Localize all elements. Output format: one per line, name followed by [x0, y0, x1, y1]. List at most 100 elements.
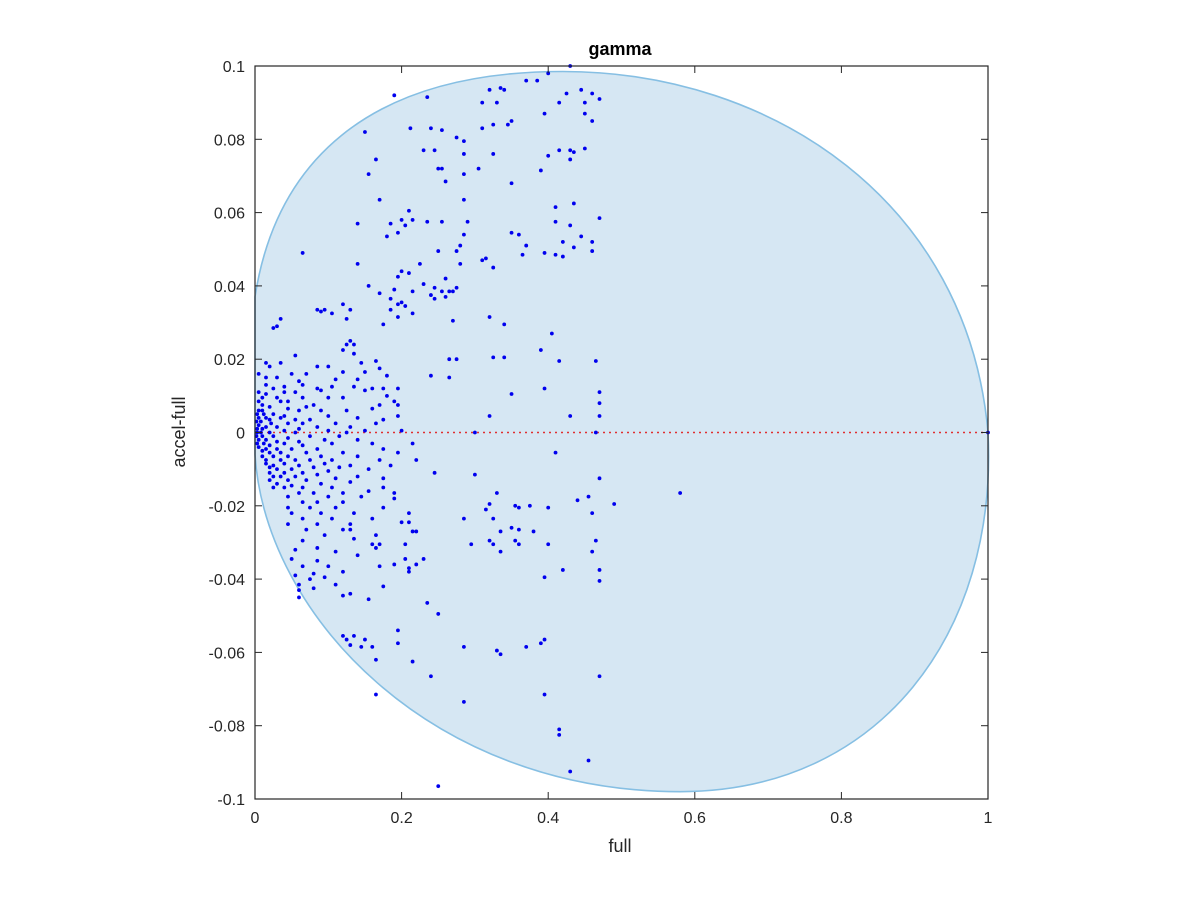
- data-point: [582, 100, 587, 105]
- data-point: [440, 128, 444, 133]
- data-point: [399, 218, 404, 222]
- data-point: [275, 447, 279, 451]
- data-point: [586, 758, 591, 763]
- data-point: [502, 87, 507, 92]
- data-point: [352, 634, 356, 638]
- data-point: [421, 557, 426, 561]
- data-point: [344, 316, 349, 321]
- data-point: [597, 674, 602, 679]
- data-point: [377, 366, 382, 371]
- data-point: [509, 230, 514, 235]
- data-point: [286, 399, 290, 404]
- data-point: [513, 538, 518, 543]
- data-point: [308, 417, 312, 422]
- data-point: [370, 645, 375, 649]
- y-tick-label: -0.02: [209, 499, 246, 516]
- data-point: [407, 511, 411, 516]
- data-point: [516, 505, 521, 510]
- data-point: [374, 657, 378, 662]
- data-point: [366, 172, 371, 177]
- data-point: [553, 252, 558, 257]
- data-point: [597, 476, 602, 481]
- data-point: [267, 450, 272, 455]
- data-point: [275, 425, 279, 429]
- data-point: [319, 454, 323, 459]
- data-point: [447, 289, 452, 294]
- data-point: [483, 256, 488, 261]
- data-point: [271, 434, 276, 439]
- data-point: [557, 732, 562, 737]
- data-point: [286, 505, 290, 510]
- data-point: [355, 454, 360, 459]
- data-point: [542, 692, 547, 697]
- data-point: [432, 148, 437, 153]
- data-point: [355, 553, 360, 558]
- data-point: [443, 276, 448, 281]
- data-point: [542, 251, 547, 255]
- data-point: [297, 408, 301, 413]
- data-point: [293, 417, 298, 422]
- data-point: [421, 148, 426, 153]
- data-point: [278, 360, 283, 365]
- data-point: [315, 522, 320, 527]
- data-point: [494, 491, 499, 495]
- data-point: [355, 474, 360, 479]
- data-points: [254, 64, 990, 789]
- data-point: [451, 289, 455, 294]
- data-point: [286, 454, 290, 459]
- data-point: [300, 470, 305, 475]
- x-tick-label: 0.4: [537, 810, 559, 827]
- data-point: [256, 408, 261, 413]
- data-point: [282, 485, 287, 490]
- data-point: [527, 503, 532, 508]
- data-point: [586, 494, 591, 499]
- data-point: [366, 489, 371, 494]
- data-point: [480, 258, 485, 263]
- data-point: [462, 172, 466, 177]
- data-point: [315, 386, 320, 391]
- data-point: [293, 430, 298, 435]
- data-point: [341, 395, 345, 400]
- x-tick-label: 0.2: [390, 810, 412, 827]
- data-point: [289, 511, 294, 516]
- y-tick-label: -0.06: [209, 645, 246, 662]
- data-point: [352, 384, 356, 389]
- data-point: [271, 463, 276, 468]
- data-point: [267, 478, 272, 483]
- data-point: [267, 430, 272, 435]
- data-point: [297, 439, 301, 444]
- data-point: [326, 494, 331, 499]
- data-point: [553, 450, 558, 455]
- data-point: [381, 485, 386, 490]
- data-point: [319, 408, 323, 413]
- data-point: [546, 153, 551, 158]
- data-point: [297, 491, 301, 495]
- data-point: [374, 157, 378, 162]
- data-point: [408, 126, 413, 131]
- data-point: [311, 586, 316, 591]
- data-point: [396, 641, 400, 646]
- data-point: [396, 302, 400, 307]
- data-point: [341, 370, 345, 374]
- data-point: [407, 520, 411, 525]
- data-point: [557, 727, 562, 732]
- data-point: [392, 93, 397, 98]
- data-point: [271, 386, 276, 391]
- data-point: [498, 652, 503, 657]
- data-point: [597, 216, 602, 220]
- data-point: [275, 324, 279, 329]
- data-point: [348, 307, 353, 312]
- data-point: [516, 542, 521, 547]
- data-point: [447, 357, 452, 362]
- data-point: [264, 415, 268, 420]
- data-point: [370, 406, 375, 411]
- data-point: [593, 538, 598, 543]
- data-point: [597, 579, 602, 583]
- data-point: [260, 448, 265, 453]
- data-point: [319, 388, 323, 393]
- data-point: [260, 454, 265, 459]
- data-point: [355, 437, 360, 442]
- data-point: [256, 423, 261, 428]
- data-point: [333, 505, 338, 510]
